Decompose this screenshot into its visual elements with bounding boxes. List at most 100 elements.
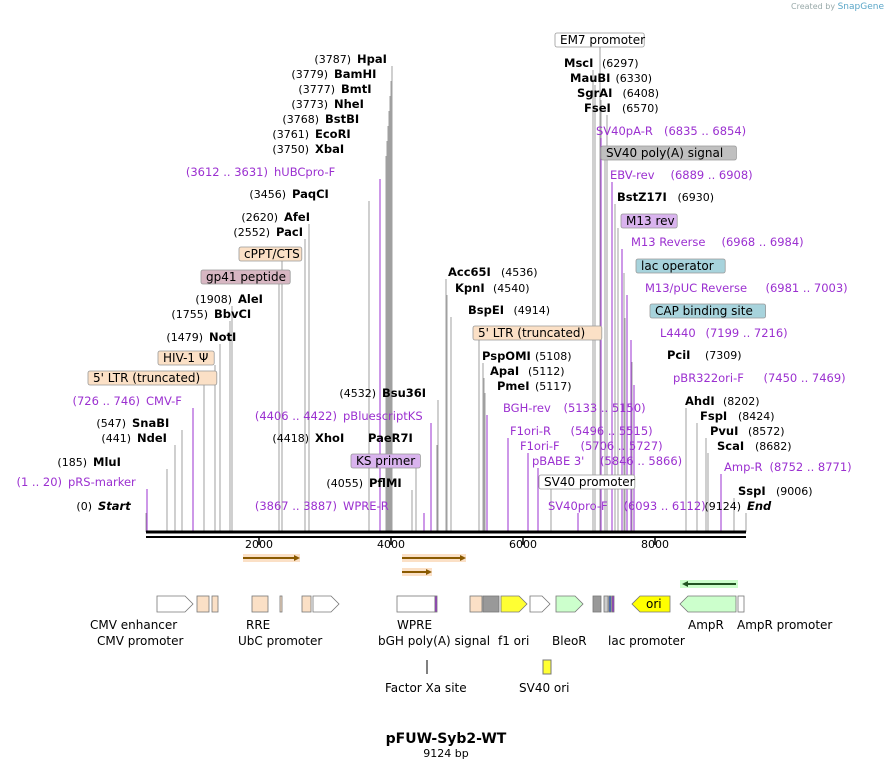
site-msci[interactable]: MscI (6297) xyxy=(564,56,639,70)
site-snabi[interactable]: SnaBI (547) xyxy=(96,416,169,430)
feature-ampr[interactable]: AmpR xyxy=(688,618,724,632)
site-end[interactable]: End (9124) xyxy=(704,499,772,513)
feature-ori[interactable]: ori xyxy=(646,597,662,611)
ori-block xyxy=(631,595,671,613)
site-bstz17i[interactable]: BstZ17I (6930) xyxy=(617,190,714,204)
feature-bgh-poly-a-signal[interactable]: bGH poly(A) signal xyxy=(378,634,490,648)
site-pbr322ori-f[interactable]: pBR322ori-F (7450 .. 7469) xyxy=(673,371,846,385)
site-ks-primer[interactable]: KS primer xyxy=(350,453,421,469)
site-hubcpro-f[interactable]: hUBCpro-F (3612 .. 3631) xyxy=(186,165,335,179)
feature-factor-xa-site[interactable]: Factor Xa site xyxy=(385,681,467,695)
site-paer7i[interactable]: PaeR7I xyxy=(368,431,413,445)
site-l4440[interactable]: L4440 (7199 .. 7216) xyxy=(660,326,788,340)
scale-tick-label: 8000 xyxy=(641,538,669,551)
site-f1ori-f[interactable]: F1ori-F (5706 .. 5727) xyxy=(520,439,663,453)
feature-wpre[interactable]: WPRE xyxy=(397,618,432,632)
site-hpai[interactable]: HpaI (3787) xyxy=(314,52,386,66)
site-name: F1ori-F xyxy=(520,439,560,453)
site-sv40pa-r[interactable]: SV40pA-R (6835 .. 6854) xyxy=(596,124,746,138)
feature-f1-ori[interactable]: f1 ori xyxy=(498,634,529,648)
site-bspei[interactable]: BspEI (4914) xyxy=(468,303,550,317)
site-m13-reverse[interactable]: M13 Reverse (6968 .. 6984) xyxy=(631,235,804,249)
sv40-promoter-block xyxy=(529,595,551,613)
site-sgrai[interactable]: SgrAI (6408) xyxy=(577,86,659,100)
site-paqci[interactable]: PaqCI (3456) xyxy=(249,187,328,201)
site-ahdi[interactable]: AhdI (8202) xyxy=(685,394,760,408)
feature-ampr-promoter[interactable]: AmpR promoter xyxy=(737,618,832,632)
feature-sv40-ori[interactable]: SV40 ori xyxy=(519,681,570,695)
site-bmti[interactable]: BmtI (3777) xyxy=(298,82,371,96)
site-m13-puc-reverse[interactable]: M13/pUC Reverse (6981 .. 7003) xyxy=(645,281,848,295)
feature-cmv-promoter[interactable]: CMV promoter xyxy=(97,634,184,648)
feature-lac-promoter[interactable]: lac promoter xyxy=(608,634,685,648)
site-5-ltr-truncated[interactable]: 5' LTR (truncated) xyxy=(472,325,603,341)
site-name: BstBI xyxy=(325,112,359,126)
snapgene-credit: Created by SnapGene xyxy=(791,2,884,12)
feature-ubc-promoter[interactable]: UbC promoter xyxy=(238,634,322,648)
site-em7-promoter[interactable]: EM7 promoter xyxy=(554,32,645,48)
site-amp-r[interactable]: Amp-R (8752 .. 8771) xyxy=(724,460,852,474)
site-lac-operator[interactable]: lac operator xyxy=(635,258,726,274)
site-sv40pro-f[interactable]: SV40pro-F (6093 .. 6112) xyxy=(548,499,706,513)
site-sv40-promoter[interactable]: SV40 promoter xyxy=(538,474,636,490)
feature-rre[interactable]: RRE xyxy=(246,618,270,632)
site-f1ori-r[interactable]: F1ori-R (5496 .. 5515) xyxy=(510,424,653,438)
site-gp41-peptide[interactable]: gp41 peptide xyxy=(200,269,291,285)
site-pspomi[interactable]: PspOMI (5108) xyxy=(482,349,572,363)
psi-block xyxy=(211,595,219,613)
site-position: (4055) xyxy=(326,477,363,490)
site-cmv-f[interactable]: CMV-F (726 .. 746) xyxy=(73,394,182,408)
site-pflmi[interactable]: PflMI (4055) xyxy=(326,476,401,490)
site-bbvci[interactable]: BbvCI (1755) xyxy=(171,307,251,321)
site-alei[interactable]: AleI (1908) xyxy=(195,292,263,306)
site-ebv-rev[interactable]: EBV-rev (6889 .. 6908) xyxy=(610,168,753,182)
site-cap-binding-site[interactable]: CAP binding site xyxy=(649,303,766,319)
site-bamhi[interactable]: BamHI (3779) xyxy=(291,67,376,81)
site-position: (2620) xyxy=(241,211,278,224)
site-kpni[interactable]: KpnI (4540) xyxy=(455,281,530,295)
site-nhei[interactable]: NheI (3773) xyxy=(291,97,363,111)
site-start[interactable]: Start (0) xyxy=(76,499,131,513)
site-cppt-cts[interactable]: cPPT/CTS xyxy=(238,246,303,262)
site-bstbi[interactable]: BstBI (3768) xyxy=(282,112,359,126)
site-pbluescriptks[interactable]: pBluescriptKS (4406 .. 4422) xyxy=(255,409,423,423)
site-ndei[interactable]: NdeI (441) xyxy=(101,431,167,445)
site-hiv-1[interactable]: HIV-1 Ψ xyxy=(157,350,215,366)
site-wpre-r[interactable]: WPRE-R (3867 .. 3887) xyxy=(255,499,389,513)
site-name: XhoI xyxy=(315,431,344,445)
site-sv40-poly-a-signal[interactable]: SV40 poly(A) signal xyxy=(600,145,737,161)
site-scai[interactable]: ScaI (8682) xyxy=(717,439,792,453)
site-noti[interactable]: NotI (1479) xyxy=(166,330,236,344)
site-pmei[interactable]: PmeI (5117) xyxy=(497,379,572,393)
site-pvui[interactable]: PvuI (8572) xyxy=(710,424,785,438)
m13-block xyxy=(603,595,609,613)
site-position: (6570) xyxy=(622,102,659,115)
site-name: HpaI xyxy=(357,52,387,66)
site-m13-rev[interactable]: M13 rev xyxy=(620,213,678,229)
site-xhoi[interactable]: XhoI (4418) xyxy=(272,431,344,445)
scale-tick-label: 2000 xyxy=(245,538,273,551)
site-name: PflMI xyxy=(369,476,402,490)
site-mlui[interactable]: MluI (185) xyxy=(57,455,120,469)
site-apai[interactable]: ApaI (5112) xyxy=(490,364,565,378)
box-label: cPPT/CTS xyxy=(244,247,300,261)
site-paci[interactable]: PacI (2552) xyxy=(233,225,303,239)
site-position: (3867 .. 3887) xyxy=(255,499,337,513)
site-pbabe-3[interactable]: pBABE 3' (5846 .. 5866) xyxy=(532,454,682,468)
site-fspi[interactable]: FspI (8424) xyxy=(700,409,775,423)
site-prs-marker[interactable]: pRS-marker (1 .. 20) xyxy=(16,475,136,489)
site-afei[interactable]: AfeI (2620) xyxy=(241,210,310,224)
site-maubi[interactable]: MauBI (6330) xyxy=(570,71,652,85)
site-ecori[interactable]: EcoRI (3761) xyxy=(272,127,350,141)
site-bsu36i[interactable]: Bsu36I (4532) xyxy=(339,386,426,400)
site-fsei[interactable]: FseI (6570) xyxy=(584,101,659,115)
site-acc65i[interactable]: Acc65I (4536) xyxy=(448,265,538,279)
feature-cmv-enhancer[interactable]: CMV enhancer xyxy=(90,618,177,632)
site-position: (4532) xyxy=(339,387,376,400)
site-bgh-rev[interactable]: BGH-rev (5133 .. 5150) xyxy=(503,401,646,415)
site-xbai[interactable]: XbaI (3750) xyxy=(272,142,344,156)
site-sspi[interactable]: SspI (9006) xyxy=(738,484,813,498)
feature-bleor[interactable]: BleoR xyxy=(552,634,587,648)
site-pcii[interactable]: PciI (7309) xyxy=(667,348,742,362)
site-5-ltr-truncated[interactable]: 5' LTR (truncated) xyxy=(87,370,218,386)
